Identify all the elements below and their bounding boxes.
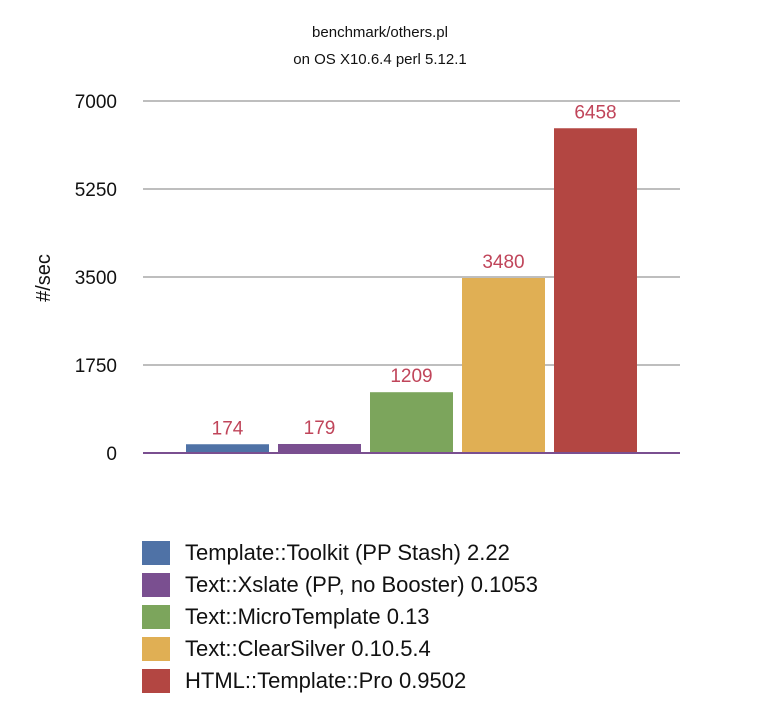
data-labels: 174 179 1209 3480 6458	[212, 102, 617, 439]
bars	[186, 128, 637, 453]
bar	[554, 128, 637, 453]
legend-label: Text::MicroTemplate 0.13	[185, 604, 430, 629]
legend-item: Text::MicroTemplate 0.13	[142, 601, 538, 633]
y-tick-labels: 0 1750 3500 5250 7000	[75, 92, 117, 465]
y-axis-label: #/sec	[33, 254, 55, 302]
legend-item: Template::Toolkit (PP Stash) 2.22	[142, 537, 538, 569]
chart-title-line-1: benchmark/others.pl	[312, 24, 448, 41]
legend-label: Template::Toolkit (PP Stash) 2.22	[185, 540, 510, 565]
legend-label: Text::Xslate (PP, no Booster) 0.1053	[185, 572, 539, 597]
data-label: 1209	[390, 366, 432, 387]
y-tick-label: 3500	[75, 268, 117, 289]
data-label: 3480	[482, 252, 524, 273]
data-label: 179	[304, 418, 336, 439]
legend-item: Text::Xslate (PP, no Booster) 0.1053	[142, 569, 538, 601]
y-tick-label: 1750	[75, 356, 117, 377]
chart: benchmark/others.pl on OS X10.6.4 perl 5…	[33, 24, 680, 465]
legend-swatch	[142, 605, 170, 629]
legend-item: Text::ClearSilver 0.10.5.4	[142, 633, 538, 665]
chart-title-line-2: on OS X10.6.4 perl 5.12.1	[293, 51, 466, 68]
legend-swatch	[142, 573, 170, 597]
bar	[278, 443, 361, 453]
y-tick-label: 0	[106, 444, 117, 465]
legend-item: HTML::Template::Pro 0.9502	[142, 665, 538, 697]
legend-swatch	[142, 669, 170, 693]
legend-label: Text::ClearSilver 0.10.5.4	[185, 636, 431, 661]
bar	[370, 392, 453, 453]
data-label: 6458	[574, 102, 616, 123]
legend-swatch	[142, 637, 170, 661]
legend-label: HTML::Template::Pro 0.9502	[185, 668, 467, 693]
legend-swatch	[142, 541, 170, 565]
bar	[462, 278, 545, 453]
data-label: 174	[212, 418, 244, 439]
y-tick-label: 7000	[75, 92, 117, 113]
bar	[186, 444, 269, 453]
y-tick-label: 5250	[75, 180, 117, 201]
